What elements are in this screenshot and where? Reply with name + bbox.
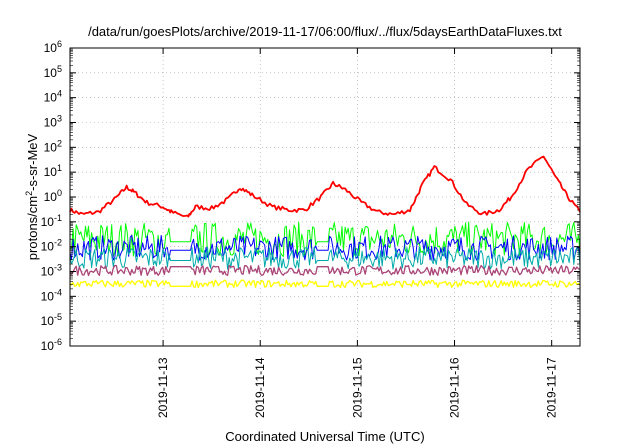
y-tick-label: 10-4	[41, 287, 62, 303]
x-tick-label: 2019-11-14	[253, 357, 267, 418]
y-axis-label: protons/cm2-s-sr-MeV	[24, 133, 40, 260]
series-line-3	[69, 246, 581, 270]
series-group	[69, 155, 581, 289]
y-tick-label: 100	[44, 188, 62, 204]
x-tick-label: 2019-11-13	[156, 357, 170, 418]
grid	[70, 48, 580, 346]
y-axis-ticks: 10-6 10-5 10-4 10-3 10-2 10-1 100 101 102 103 104 1…	[41, 39, 580, 353]
series-line-5	[69, 279, 581, 289]
x-axis-label: Coordinated Universal Time (UTC)	[225, 429, 424, 444]
y-tick-label: 10-1	[41, 213, 62, 229]
y-tick-label: 10-2	[41, 238, 62, 254]
x-axis-ticks: 2019-11-13 2019-11-14 2019-11-15 2019-11-16…	[156, 48, 559, 418]
x-tick-label: 2019-11-16	[448, 357, 462, 418]
series-line-0	[69, 155, 581, 218]
y-tick-label: 10-3	[41, 263, 62, 279]
x-tick-label: 2019-11-17	[545, 357, 559, 418]
y-tick-label: 10-6	[41, 337, 62, 353]
y-tick-label: 102	[44, 138, 62, 154]
y-tick-label: 106	[44, 39, 62, 55]
x-tick-label: 2019-11-15	[350, 357, 364, 418]
series-line-4	[69, 264, 580, 277]
y-tick-label: 105	[44, 64, 62, 80]
y-tick-label: 101	[44, 163, 62, 179]
series-line-2	[69, 234, 581, 261]
chart-title: /data/run/goesPlots/archive/2019-11-17/0…	[88, 24, 562, 39]
y-tick-label: 104	[44, 89, 62, 105]
y-tick-label: 10-5	[41, 312, 62, 328]
y-tick-label: 103	[44, 114, 62, 130]
